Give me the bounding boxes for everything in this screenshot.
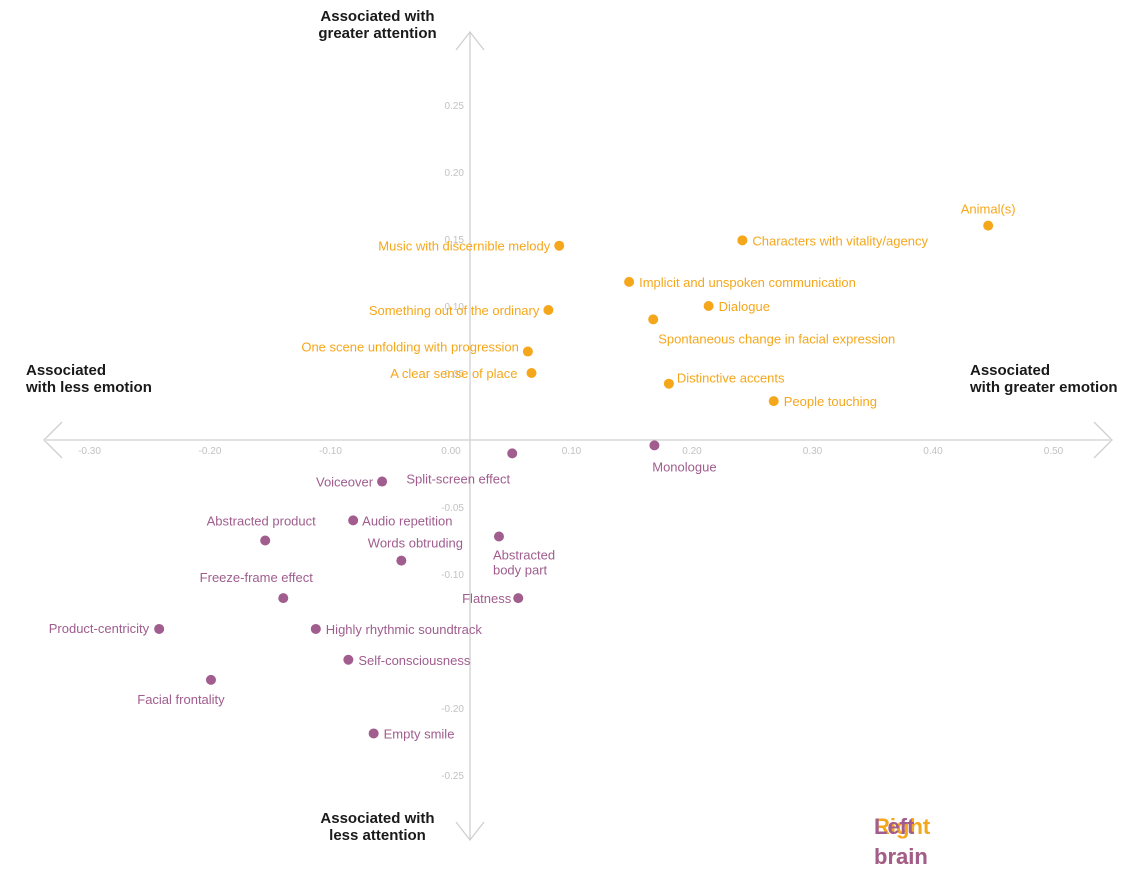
data-label: Split-screen effect	[406, 471, 510, 486]
data-point	[205, 674, 216, 685]
y-tick-label: -0.05	[441, 503, 464, 514]
data-point	[513, 593, 524, 604]
data-point	[278, 593, 289, 604]
quadrant-label-right-line1: Associated	[970, 362, 1051, 379]
data-point	[377, 476, 388, 487]
data-point	[554, 240, 565, 251]
data-point	[348, 515, 359, 526]
data-label: Implicit and unspoken communication	[639, 275, 856, 290]
y-axis-arrow-bottom	[455, 821, 485, 842]
data-point	[649, 440, 660, 451]
y-tick-label: 0.25	[445, 101, 465, 112]
quadrant-label-left-line2: with less emotion	[26, 379, 152, 396]
quadrant-label-right: Associated with greater emotion	[970, 362, 1118, 396]
y-tick-label: 0.20	[445, 168, 465, 179]
data-label: Empty smile	[384, 726, 455, 741]
data-point	[737, 235, 748, 246]
data-label: Spontaneous change in facial expression	[658, 331, 895, 346]
data-label: Monologue	[652, 459, 716, 474]
x-tick-label: 0.40	[923, 446, 943, 457]
y-tick-label: 0.10	[445, 302, 465, 313]
y-tick-label: 0.15	[445, 235, 465, 246]
legend-left-brain: Left brain	[874, 814, 928, 869]
data-label: Distinctive accents	[677, 371, 785, 386]
x-tick-label: 0.30	[803, 446, 823, 457]
data-label: Words obtruding	[368, 536, 463, 551]
data-point	[648, 314, 659, 325]
legend-right-brain: Right brain	[874, 814, 931, 869]
data-label: Product-centricity	[49, 621, 150, 636]
data-point	[768, 396, 779, 407]
data-point	[543, 305, 554, 316]
data-point	[343, 654, 354, 665]
data-label: Highly rhythmic soundtrack	[326, 622, 483, 637]
data-point	[624, 276, 635, 287]
data-label: One scene unfolding with progression	[301, 340, 519, 355]
data-label: Audio repetition	[362, 513, 452, 528]
quadrant-label-top-line1: Associated with	[320, 8, 435, 25]
data-label: Animal(s)	[961, 202, 1016, 217]
y-tick-label: -0.10	[441, 570, 464, 581]
x-tick-label: 0.20	[682, 446, 702, 457]
x-tick-label: 0.00	[441, 446, 461, 457]
data-label: Self-consciousness	[358, 653, 470, 668]
y-tick-label: 0.05	[445, 369, 465, 380]
data-point	[507, 448, 518, 459]
data-label: Freeze-frame effect	[200, 570, 314, 585]
data-label: Characters with vitality/agency	[752, 233, 928, 248]
quadrant-label-top: Associated with greater attention	[300, 8, 455, 42]
data-point	[260, 535, 271, 546]
x-axis-arrow-left	[43, 421, 63, 459]
quadrant-label-left-line1: Associated	[26, 362, 107, 379]
data-point	[526, 368, 537, 378]
y-axis-arrow-top	[455, 30, 485, 51]
data-label: Abstracted body part	[493, 547, 555, 577]
x-tick-label: 0.50	[1044, 446, 1064, 457]
data-label: Abstracted product	[207, 514, 317, 529]
quadrant-label-left: Associated with less emotion	[26, 362, 152, 396]
data-label: Something out of the ordinary	[369, 303, 540, 318]
y-tick-label: -0.25	[441, 771, 464, 782]
data-label: Dialogue	[719, 299, 770, 314]
data-point	[154, 623, 165, 634]
data-point	[493, 531, 504, 542]
data-point	[522, 346, 533, 357]
quadrant-label-top-line2: greater attention	[318, 25, 437, 42]
x-tick-label: 0.10	[562, 446, 582, 457]
data-label: A clear sense of place	[390, 366, 517, 381]
data-point	[368, 728, 379, 739]
x-tick-label: -0.20	[199, 446, 222, 457]
quadrant-label-bottom-line1: Associated with	[320, 810, 435, 827]
data-label: People touching	[784, 394, 877, 409]
x-tick-label: -0.30	[78, 446, 101, 457]
data-label: Music with discernible melody	[378, 239, 550, 254]
quadrant-label-bottom: Associated with less attention	[300, 810, 455, 844]
x-axis-arrow-right	[1093, 421, 1113, 459]
data-label: Facial frontality	[137, 692, 225, 707]
data-point	[663, 378, 674, 389]
data-label: Voiceover	[316, 475, 374, 490]
data-point	[983, 220, 994, 231]
data-point	[310, 623, 321, 634]
x-tick-label: -0.10	[319, 446, 342, 457]
data-point	[396, 555, 407, 566]
quadrant-label-bottom-line2: less attention	[329, 827, 426, 844]
data-point	[703, 301, 714, 311]
data-label: Flatness	[462, 591, 512, 606]
quadrant-label-right-line2: with greater emotion	[970, 379, 1118, 396]
y-tick-label: -0.20	[441, 704, 464, 715]
